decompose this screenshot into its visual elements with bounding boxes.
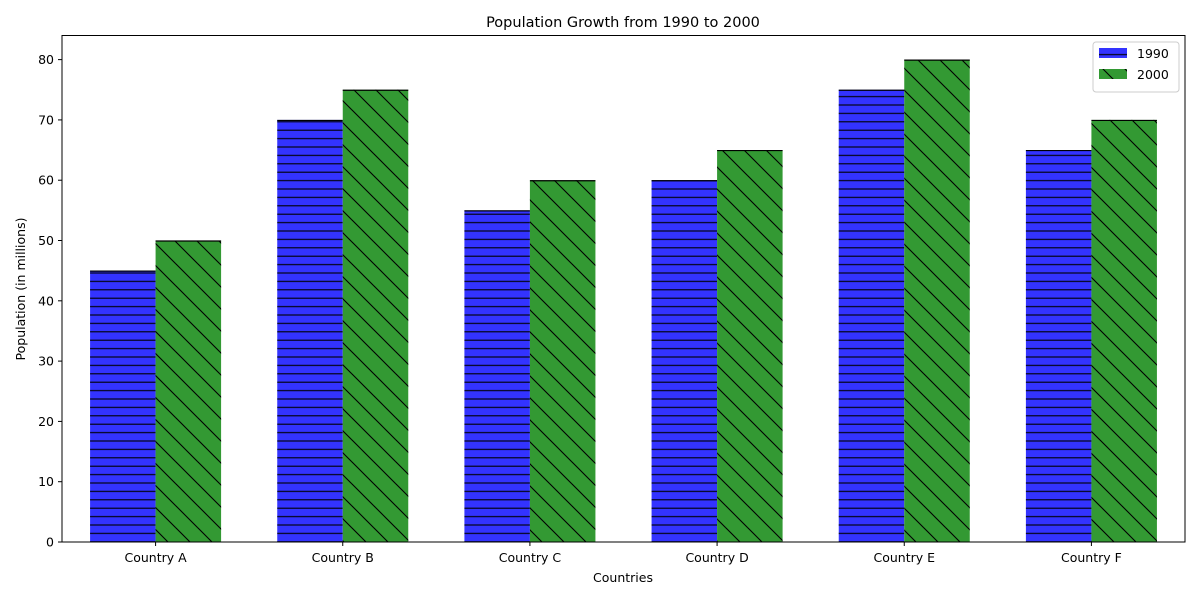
bar-hatch-2000-4 [904,59,970,542]
y-tick-label: 80 [38,52,54,67]
chart-title: Population Growth from 1990 to 2000 [486,15,760,31]
y-tick-label: 10 [38,474,54,489]
bars-group [90,59,1157,543]
legend-swatch-hatch-2000 [1099,69,1127,79]
x-tick-label: Country A [124,550,187,565]
legend-swatch-hatch-1990 [1099,48,1127,58]
x-tick-label: Country B [312,550,374,565]
y-tick-label: 50 [38,233,54,248]
x-tick-label: Country F [1061,550,1122,565]
plot-frame [61,35,1186,543]
y-tick-label: 70 [38,112,54,127]
bar-hatch-2000-0 [155,240,222,542]
y-tick-label: 40 [38,293,54,308]
y-tick-label: 0 [46,535,54,550]
y-axis-label: Population (in millions) [13,218,28,361]
y-axis-ticks: 0 10 20 30 40 50 60 70 80 [38,52,62,550]
x-axis-ticks: Country A Country B Country C Country D Coun… [124,542,1122,565]
y-tick-label: 20 [38,414,54,429]
bar-hatch-2000-3 [717,150,783,542]
legend: 1990 2000 [1092,41,1180,93]
bar-hatch-1990-5 [1025,150,1092,542]
y-tick-label: 30 [38,354,54,369]
x-axis-label: Countries [593,570,653,585]
bar-hatch-1990-0 [90,270,156,542]
bar-hatch-2000-1 [342,89,409,543]
bar-hatch-1990-1 [277,119,343,543]
x-tick-label: Country E [873,550,935,565]
bar-hatch-2000-5 [1091,119,1157,543]
bar-hatch-1990-2 [464,210,530,542]
y-tick-label: 60 [38,173,54,188]
bar-hatch-1990-4 [838,89,905,543]
legend-label-1990: 1990 [1137,46,1169,61]
bar-hatch-1990-3 [651,180,718,542]
x-tick-label: Country C [499,550,562,565]
x-tick-label: Country D [685,550,748,565]
legend-label-2000: 2000 [1137,67,1169,82]
bar-hatch-2000-2 [529,180,596,542]
